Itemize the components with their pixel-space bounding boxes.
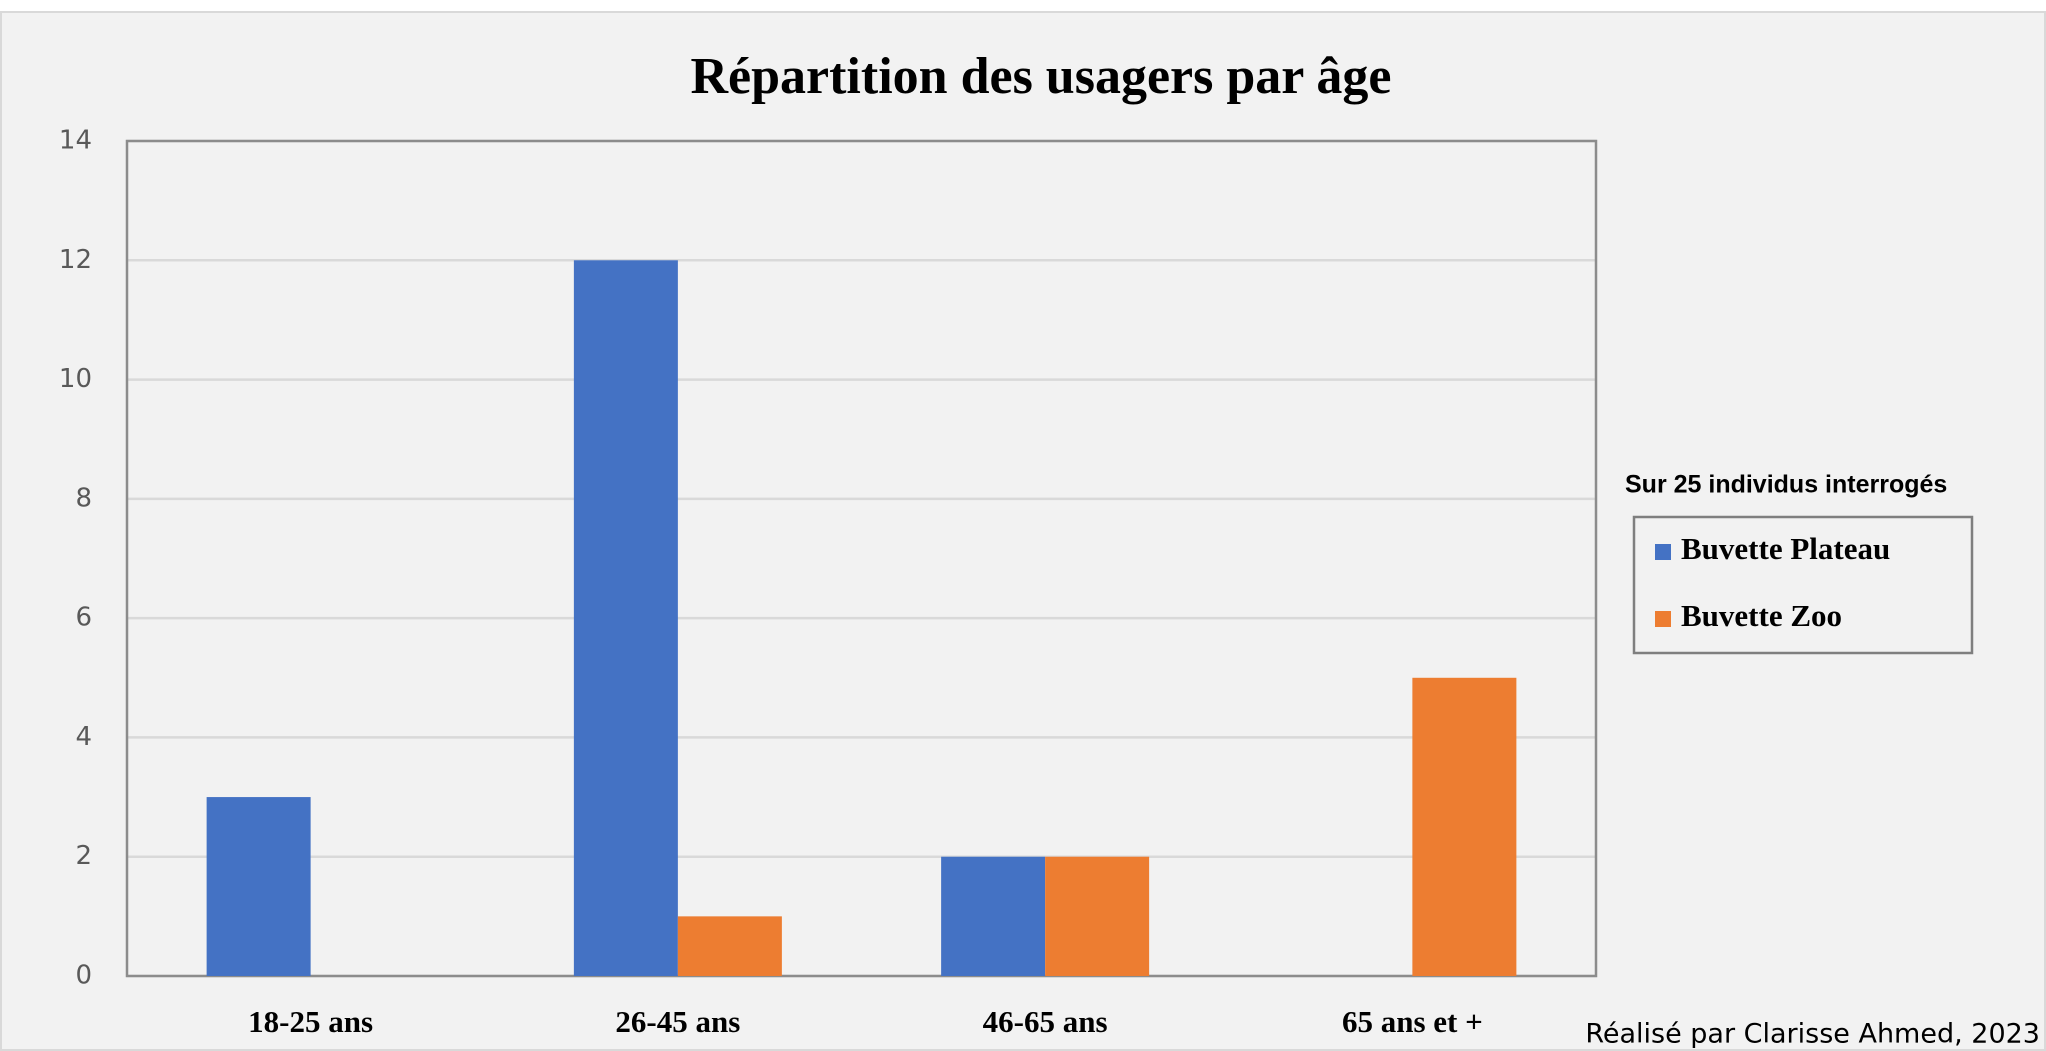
- x-tick-label: 46-65 ans: [983, 1004, 1108, 1039]
- bar: [1412, 677, 1517, 976]
- y-tick-label: 14: [59, 126, 92, 156]
- y-tick-label: 2: [75, 841, 92, 871]
- legend-label: Buvette Plateau: [1681, 531, 1890, 566]
- bar: [573, 260, 678, 976]
- annotation: Réalisé par Clarisse Ahmed, 2023: [1585, 1019, 2040, 1050]
- y-tick-label: 0: [75, 961, 92, 991]
- chart-title: Répartition des usagers par âge: [690, 48, 1391, 105]
- y-tick-label: 4: [75, 722, 92, 752]
- x-tick-label: 65 ans et +: [1342, 1004, 1483, 1039]
- legend-label: Buvette Zoo: [1681, 598, 1842, 633]
- bar: [206, 797, 311, 976]
- y-tick-label: 10: [59, 364, 92, 394]
- x-tick-label: 26-45 ans: [615, 1004, 740, 1039]
- y-tick-label: 6: [75, 603, 92, 633]
- legend-swatch: [1655, 611, 1671, 627]
- legend-box: [1632, 515, 1974, 655]
- legend-swatch: [1655, 544, 1671, 560]
- bar: [677, 916, 782, 976]
- y-tick-label: 12: [59, 245, 92, 275]
- bar: [941, 856, 1046, 976]
- x-tick-label: 18-25 ans: [248, 1004, 373, 1039]
- y-tick-label: 8: [75, 483, 92, 513]
- bar: [1045, 856, 1150, 976]
- legend-title: Sur 25 individus interrogés: [1625, 471, 1947, 499]
- plot-frame: [125, 139, 1598, 978]
